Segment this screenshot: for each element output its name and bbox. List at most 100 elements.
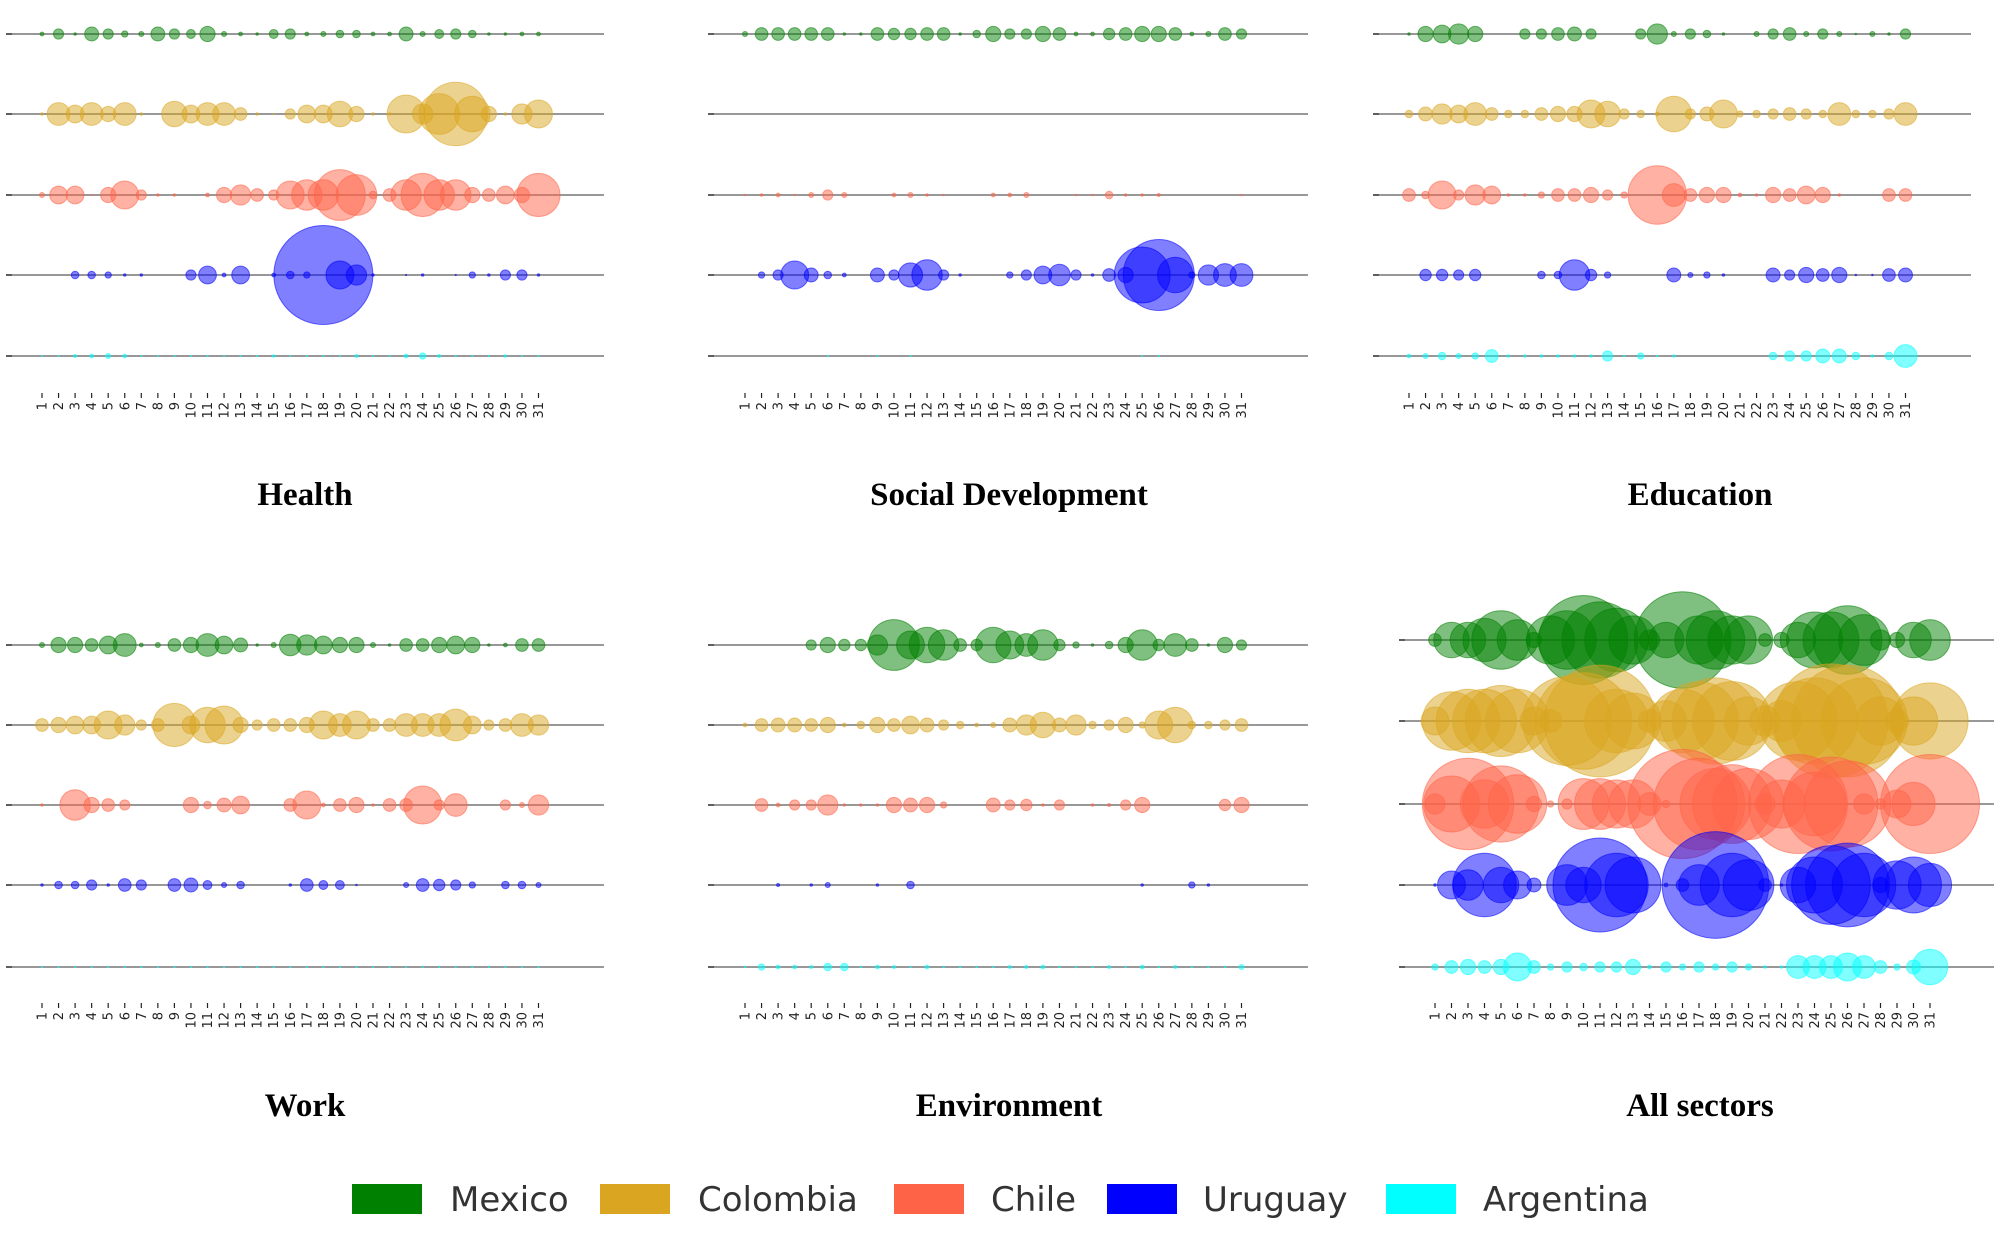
x-tick-label: 22 <box>1750 402 1765 419</box>
bubble-uruguay-day-6 <box>117 878 132 892</box>
bubble-chile-day-21 <box>368 190 378 200</box>
bubble-chile-day-19 <box>333 798 347 812</box>
legend-swatch <box>352 1184 422 1214</box>
bubble-argentina-day-14 <box>1647 964 1652 970</box>
bubble-mexico-day-13 <box>936 27 951 41</box>
legend-item-argentina: Argentina <box>1386 1180 1649 1220</box>
bubble-argentina-day-13 <box>1602 350 1614 362</box>
bubble-colombia-day-8 <box>1520 109 1530 119</box>
bubble-mexico-day-15 <box>1635 28 1647 40</box>
bubble-argentina-day-17 <box>305 965 308 969</box>
bubble-chile-day-21 <box>371 803 375 807</box>
x-tick-label: 29 <box>1202 402 1217 419</box>
legend-item-uruguay: Uruguay <box>1107 1180 1348 1220</box>
bubble-argentina-day-19 <box>338 354 342 358</box>
bubble-chile-day-10 <box>182 796 200 814</box>
bubble-mexico-day-24 <box>1118 27 1133 41</box>
panel-all-sectors: 1 2 3 4 5 6 7 8 9 10 11 12 13 14 15 16 17 18 19 20 21 22 23 24 2… <box>1399 591 1994 1124</box>
x-tick-label: 20 <box>1053 402 1068 419</box>
bubble-mexico-day-9 <box>167 638 182 652</box>
x-tick-label: 20 <box>350 1012 365 1029</box>
bubble-mexico-day-12 <box>1585 28 1597 40</box>
bubble-argentina-day-1 <box>1406 353 1412 359</box>
bubble-argentina-day-8 <box>1523 354 1527 358</box>
bubble-argentina-day-17 <box>305 354 308 358</box>
bubble-chile-day-31 <box>1233 796 1250 814</box>
bubble-chile-day-25 <box>1140 193 1144 197</box>
bubble-colombia-day-13 <box>938 719 950 731</box>
bubble-argentina-day-6 <box>826 354 829 358</box>
bubble-mexico-day-28 <box>487 32 491 36</box>
bubble-chile-day-1 <box>40 803 44 807</box>
x-tick-label: 26 <box>1152 1012 1167 1029</box>
bubble-chile-day-23 <box>1764 186 1782 204</box>
bubble-argentina-day-26 <box>454 965 457 969</box>
bubble-argentina-day-1 <box>40 354 44 358</box>
x-tick-label: 21 <box>367 1012 382 1029</box>
bubble-uruguay-day-13 <box>236 880 245 890</box>
bubble-argentina-day-9 <box>173 965 176 969</box>
bubble-chile-day-27 <box>1837 193 1842 197</box>
bubble-mexico-day-21 <box>1072 641 1080 649</box>
bubble-argentina-day-4 <box>1455 352 1462 360</box>
bubble-argentina-day-31 <box>537 965 540 969</box>
bubble-mexico-day-8 <box>1519 28 1531 40</box>
bubble-colombia-day-7 <box>139 112 144 116</box>
bubble-chile-day-1 <box>743 193 747 197</box>
bubble-argentina-day-10 <box>1579 962 1588 972</box>
bubble-uruguay-day-31 <box>1898 267 1913 283</box>
bubble-chile-day-2 <box>49 185 68 205</box>
bubble-uruguay-day-2 <box>757 271 766 279</box>
panel-education: 1 2 3 4 5 6 7 8 9 10 11 12 13 14 15 16 17 18 19 20 21 22 23 24 2… <box>1373 23 1971 513</box>
x-tick-label: 17 <box>1003 402 1018 419</box>
panel-work: 1 2 3 4 5 6 7 8 9 10 11 12 13 14 15 16 17 18 19 20 21 22 23 24 2… <box>6 633 604 1124</box>
bubble-chile-day-18 <box>1683 188 1698 202</box>
x-tick-label: 11 <box>201 402 216 419</box>
bubble-argentina-day-31 <box>1893 344 1918 368</box>
bubble-argentina-day-19 <box>1726 961 1738 973</box>
x-tick-label: 8 <box>151 1012 166 1020</box>
bubble-mexico-day-19 <box>1034 25 1052 43</box>
bubble-uruguay-day-12 <box>911 259 943 291</box>
legend: Mexico Colombia Chile Uruguay Argentina <box>352 1180 1649 1220</box>
bubble-chile-day-16 <box>985 797 1001 813</box>
bubble-uruguay-day-29 <box>1206 883 1211 887</box>
bubble-argentina-day-4 <box>792 964 798 970</box>
bubble-mexico-day-30 <box>1218 27 1232 41</box>
bubble-colombia-day-1 <box>35 718 49 732</box>
x-tick-label: 6 <box>821 402 836 410</box>
x-tick-label: 3 <box>69 402 84 410</box>
bubble-chile-day-11 <box>205 192 210 198</box>
x-tick-label: 3 <box>69 1012 84 1020</box>
x-tick-label: 25 <box>1825 1012 1840 1029</box>
bubble-colombia-day-18 <box>1684 108 1696 120</box>
bubble-colombia-day-24 <box>1117 716 1134 734</box>
bubble-argentina-day-25 <box>1800 350 1812 362</box>
panel-title: Education <box>1628 477 1773 513</box>
x-tick-label: 16 <box>284 402 299 419</box>
x-tick-label: 27 <box>466 1012 481 1029</box>
bubble-mexico-day-27 <box>1168 27 1183 41</box>
bubble-argentina-day-30 <box>520 354 524 358</box>
bubble-colombia-day-3 <box>65 715 85 735</box>
bubble-argentina-day-8 <box>156 354 159 358</box>
bubble-colombia-day-7 <box>135 719 147 731</box>
x-tick-label: 7 <box>1502 402 1517 410</box>
bubble-mexico-day-23 <box>399 638 413 652</box>
x-tick-label: 7 <box>135 1012 150 1020</box>
x-tick-label: 14 <box>251 1012 266 1029</box>
bubble-chile-day-3 <box>775 802 781 808</box>
bubble-mexico-day-29 <box>503 32 508 36</box>
bubble-chile-day-17 <box>1004 799 1016 811</box>
x-tick-label: 30 <box>1218 1012 1233 1029</box>
bubble-uruguay-day-28 <box>1854 273 1858 277</box>
bubble-colombia-day-9 <box>1534 107 1549 121</box>
bubble-argentina-day-10 <box>1556 354 1560 358</box>
bubble-argentina-day-2 <box>57 354 60 358</box>
x-tick-label: 9 <box>168 1012 183 1020</box>
bubble-mexico-day-6 <box>820 27 835 41</box>
bubble-mexico-day-26 <box>1152 638 1165 652</box>
bubble-argentina-day-11 <box>1594 961 1606 973</box>
x-tick-label: 3 <box>1462 1012 1477 1020</box>
bubble-colombia-day-6 <box>114 714 136 736</box>
